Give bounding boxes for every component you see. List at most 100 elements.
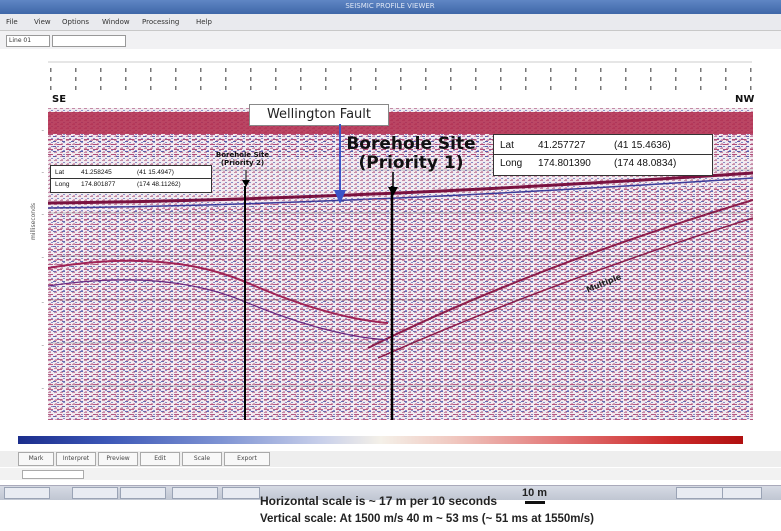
header-tick (425, 77, 427, 81)
header-tick (75, 77, 77, 81)
header-tick (550, 68, 552, 72)
long-value-2: 174.801877 (81, 181, 116, 188)
seismic-image (48, 108, 753, 420)
header-tick (175, 77, 177, 81)
fault-label: Wellington Fault (249, 104, 389, 126)
status-row (0, 468, 781, 480)
header-tick (325, 86, 327, 90)
header-tick (625, 86, 627, 90)
lat-value-2: 41.258245 (81, 169, 112, 176)
header-tick (300, 86, 302, 90)
borehole-priority2-arrow (242, 170, 250, 187)
header-tick (300, 68, 302, 72)
scale-bar-label: 10 m (522, 487, 548, 499)
menu-options[interactable]: Options (62, 18, 90, 26)
tray-icons[interactable] (676, 487, 724, 499)
lat-dm-1: (41 15.4636) (614, 140, 671, 151)
taskbar-item[interactable] (222, 487, 260, 499)
taskbar-item[interactable] (4, 487, 50, 499)
header-tick (750, 68, 752, 72)
header-tick (425, 86, 427, 90)
header-tick (725, 86, 727, 90)
y-tick: – (41, 300, 45, 306)
header-tick (100, 86, 102, 90)
header-tick (125, 77, 127, 81)
header-tick (600, 77, 602, 81)
taskbar-item[interactable] (172, 487, 218, 499)
header-tick (675, 86, 677, 90)
menu-bar: File View Options Window Processing Help (0, 14, 781, 31)
y-tick: – (41, 343, 45, 349)
taskbar-item[interactable] (72, 487, 118, 499)
amplitude-colorbar (18, 436, 743, 444)
header-tick (50, 77, 52, 81)
header-tick (250, 86, 252, 90)
header-tick (525, 86, 527, 90)
header-tick (575, 77, 577, 81)
header-tick (500, 77, 502, 81)
line-select[interactable]: Line 01 (6, 35, 50, 47)
long-value-1: 174.801390 (538, 158, 591, 169)
se-label: SE (52, 94, 67, 105)
preview-button[interactable]: Preview (98, 452, 138, 466)
y-tick: – (41, 128, 45, 134)
header-tick (700, 68, 702, 72)
header-tick (400, 86, 402, 90)
header-tick (650, 77, 652, 81)
interpret-button[interactable]: Interpret (56, 452, 96, 466)
taskbar-item[interactable] (120, 487, 166, 499)
header-tick (600, 68, 602, 72)
header-tick (575, 68, 577, 72)
header-tick (75, 68, 77, 72)
menu-processing[interactable]: Processing (142, 18, 180, 26)
long-label-1: Long (500, 158, 523, 169)
header-tick (150, 86, 152, 90)
scale-button[interactable]: Scale (182, 452, 222, 466)
coords-box-priority2: Lat 41.258245 (41 15.4947) Long 174.8018… (50, 165, 212, 193)
borehole-priority1-label: Borehole Site (Priority 1) (336, 135, 486, 173)
borehole-priority2-line2: (Priority 2) (220, 159, 265, 167)
header-tick (475, 68, 477, 72)
header-tick (450, 77, 452, 81)
header-tick (250, 68, 252, 72)
header-tick (275, 77, 277, 81)
header-tick (50, 68, 52, 72)
header-tick (475, 77, 477, 81)
page-stepper[interactable] (22, 470, 84, 479)
header-tick (350, 86, 352, 90)
header-tick (200, 68, 202, 72)
lat-label-2: Lat (55, 169, 65, 176)
header-tick (200, 86, 202, 90)
header-tick (175, 86, 177, 90)
window-title: SEISMIC PROFILE VIEWER (345, 2, 435, 10)
menu-view[interactable]: View (34, 18, 51, 26)
header-tick (500, 86, 502, 90)
option-select[interactable] (52, 35, 126, 47)
y-tick: – (41, 212, 45, 218)
lat-value-1: 41.257727 (538, 140, 586, 151)
menu-file[interactable]: File (6, 18, 18, 26)
toolbar: Line 01 (0, 31, 781, 49)
seismic-section[interactable] (48, 108, 753, 420)
header-tick (525, 68, 527, 72)
borehole-priority1-arrow (388, 172, 398, 196)
header-tick (450, 86, 452, 90)
export-button[interactable]: Export (224, 452, 270, 466)
edit-button[interactable]: Edit (140, 452, 180, 466)
header-tick (225, 68, 227, 72)
header-tick (200, 77, 202, 81)
header-tick (125, 86, 127, 90)
header-tick (700, 77, 702, 81)
borehole-priority1-line1: Borehole Site (346, 134, 476, 154)
header-tick (100, 77, 102, 81)
mark-button[interactable]: Mark (18, 452, 54, 466)
borehole-priority2-line1: Borehole Site (215, 151, 270, 159)
header-tick (400, 77, 402, 81)
coords-box-priority1: Lat 41.257727 (41 15.4636) Long 174.8013… (493, 134, 713, 176)
borehole-priority1-line2: (Priority 1) (358, 153, 464, 173)
header-tick (50, 86, 52, 90)
menu-window[interactable]: Window (102, 18, 130, 26)
menu-help[interactable]: Help (196, 18, 212, 26)
header-tick (475, 86, 477, 90)
fault-arrow (334, 124, 346, 204)
